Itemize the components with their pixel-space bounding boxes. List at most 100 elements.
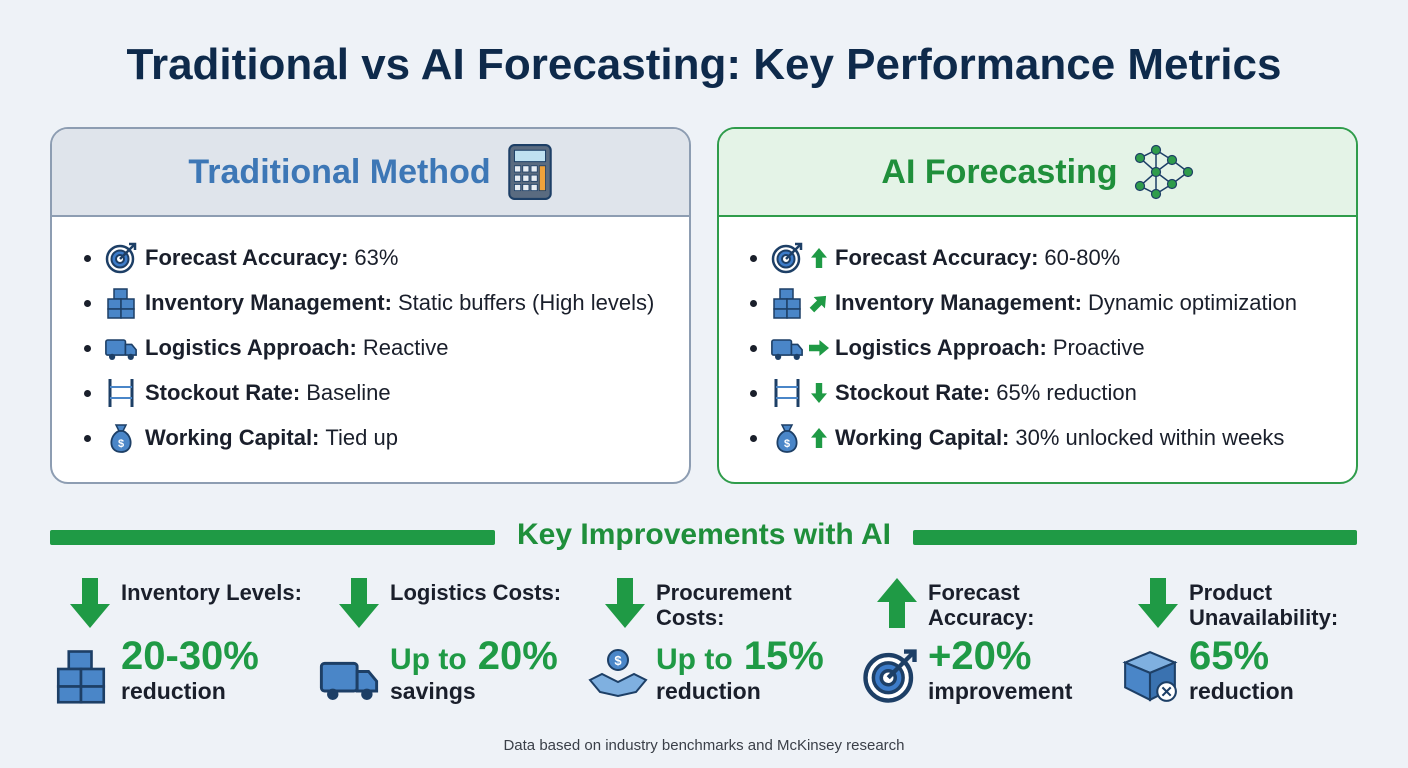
trend-arrow bbox=[811, 382, 827, 404]
metric-row: Inventory Management: Static buffers (Hig… bbox=[84, 285, 654, 321]
improvement: Forecast Accuracy: +20% improvement bbox=[862, 578, 1127, 708]
metric-label: Logistics Approach: bbox=[835, 335, 1047, 360]
metric-row: Working Capital: 30% unlocked within week… bbox=[750, 420, 1284, 456]
improvement-value: 65% bbox=[1189, 634, 1270, 678]
trend-arrow bbox=[811, 247, 827, 269]
improvement: Inventory Levels: 20-30% reduction bbox=[55, 578, 320, 708]
metric-icon bbox=[105, 422, 137, 454]
metric-row: Stockout Rate: Baseline bbox=[84, 375, 391, 411]
metric-row: Forecast Accuracy: 60-80% bbox=[750, 240, 1120, 276]
bullet bbox=[84, 344, 91, 352]
bullet bbox=[84, 389, 91, 397]
metric-value: 63% bbox=[354, 245, 399, 270]
metric-icon bbox=[105, 287, 137, 319]
metric-value: Proactive bbox=[1052, 335, 1145, 360]
metric-value: 30% unlocked within weeks bbox=[1015, 425, 1285, 450]
improvement: Procurement Costs: Up to 15% reduction bbox=[590, 578, 855, 708]
improvement-value: 20-30% bbox=[121, 634, 259, 678]
improvement-label: Logistics Costs: bbox=[390, 580, 562, 605]
metric-icon bbox=[105, 332, 137, 364]
metric-value: Dynamic optimization bbox=[1087, 290, 1298, 315]
metric-label: Forecast Accuracy: bbox=[835, 245, 1039, 270]
bullet bbox=[750, 254, 757, 262]
improvement-label: Product Unavailability: bbox=[1189, 580, 1339, 630]
metric-row: Logistics Approach: Proactive bbox=[750, 330, 1145, 366]
value-prefix: Up to bbox=[390, 643, 467, 676]
trend-arrow bbox=[811, 427, 827, 449]
truck-icon bbox=[318, 652, 380, 704]
panel-title: Traditional Method bbox=[188, 152, 491, 191]
bullet bbox=[750, 299, 757, 307]
metric-icon bbox=[771, 242, 803, 274]
value-number: 15% bbox=[743, 634, 824, 678]
metric-label: Working Capital: bbox=[145, 425, 320, 450]
value-number: 20% bbox=[477, 634, 558, 678]
metric-row: Forecast Accuracy: 63% bbox=[84, 240, 398, 276]
metric-value: Reactive bbox=[362, 335, 449, 360]
metric-row: Logistics Approach: Reactive bbox=[84, 330, 448, 366]
metric-icon bbox=[771, 377, 803, 409]
metric-value: Tied up bbox=[325, 425, 398, 450]
panel-title: AI Forecasting bbox=[881, 152, 1118, 191]
improvement-value: +20% bbox=[928, 634, 1032, 678]
down-arrow bbox=[339, 578, 379, 628]
metric-label: Stockout Rate: bbox=[145, 380, 301, 405]
metric-icon bbox=[105, 377, 137, 409]
bullet bbox=[750, 344, 757, 352]
improvement-value: Up to 15% bbox=[656, 634, 824, 679]
trend-arrow bbox=[808, 340, 830, 356]
calculator-icon bbox=[507, 143, 553, 201]
improvement-label: Forecast Accuracy: bbox=[928, 580, 1035, 630]
metric-value: Baseline bbox=[306, 380, 391, 405]
bullet bbox=[84, 254, 91, 262]
improvement-caption: improvement bbox=[928, 678, 1073, 704]
boxes-icon bbox=[53, 648, 109, 704]
metric-icon bbox=[771, 422, 803, 454]
metric-label: Working Capital: bbox=[835, 425, 1010, 450]
improvement-label: Procurement Costs: bbox=[656, 580, 792, 630]
bullet bbox=[750, 389, 757, 397]
trend-arrow bbox=[806, 290, 833, 317]
handshake-icon bbox=[588, 646, 648, 700]
value-prefix: Up to bbox=[656, 643, 733, 676]
target-icon bbox=[862, 648, 918, 704]
down-arrow bbox=[605, 578, 645, 628]
panel-header: AI Forecasting bbox=[719, 129, 1356, 217]
panel-header: Traditional Method bbox=[52, 129, 689, 217]
improvement-caption: savings bbox=[390, 678, 476, 704]
improvement-caption: reduction bbox=[121, 678, 226, 704]
improvement-value: Up to 20% bbox=[390, 634, 558, 679]
metric-label: Stockout Rate: bbox=[835, 380, 991, 405]
bullet bbox=[84, 299, 91, 307]
metric-icon bbox=[105, 242, 137, 274]
bullet bbox=[750, 434, 757, 442]
section-title: Key Improvements with AI bbox=[517, 518, 891, 551]
footnote: Data based on industry benchmarks and Mc… bbox=[503, 737, 905, 754]
metric-icon bbox=[771, 332, 803, 364]
metric-label: Inventory Management: bbox=[145, 290, 392, 315]
improvement-label: Inventory Levels: bbox=[121, 580, 302, 605]
metric-icon bbox=[771, 287, 803, 319]
improvement: Logistics Costs: Up to 20% savings bbox=[324, 578, 589, 708]
down-arrow bbox=[1138, 578, 1178, 628]
metric-row: Stockout Rate: 65% reduction bbox=[750, 375, 1137, 411]
bullet bbox=[84, 434, 91, 442]
metric-row: Inventory Management: Dynamic optimizatio… bbox=[750, 285, 1297, 321]
improvement-caption: reduction bbox=[656, 678, 761, 704]
box-x-icon bbox=[1121, 648, 1179, 704]
improvement: Product Unavailability: 65% reduction bbox=[1123, 578, 1388, 708]
page-title: Traditional vs AI Forecasting: Key Perfo… bbox=[126, 40, 1282, 89]
divider-bar bbox=[913, 530, 1357, 545]
network-icon bbox=[1134, 144, 1194, 200]
down-arrow bbox=[70, 578, 110, 628]
improvement-caption: reduction bbox=[1189, 678, 1294, 704]
metric-value: 60-80% bbox=[1044, 245, 1121, 270]
traditional-panel: Traditional Method bbox=[50, 127, 691, 484]
divider-bar bbox=[50, 530, 495, 545]
metric-row: Working Capital: Tied up bbox=[84, 420, 398, 456]
metric-value: Static buffers (High levels) bbox=[397, 290, 655, 315]
up-arrow bbox=[877, 578, 917, 628]
metric-label: Inventory Management: bbox=[835, 290, 1082, 315]
metric-value: 65% reduction bbox=[996, 380, 1137, 405]
